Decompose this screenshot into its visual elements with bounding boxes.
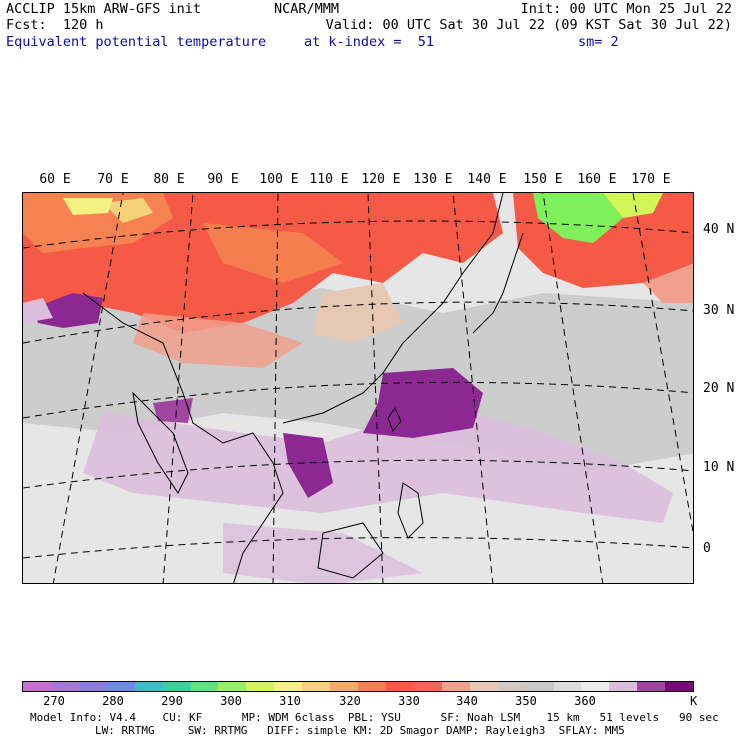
- smoothing-value: sm= 2: [578, 34, 619, 50]
- longitude-label: 100 E: [259, 172, 299, 187]
- colorbar-swatch: [665, 682, 694, 691]
- coastline-india: [132, 391, 189, 494]
- level-index: at k-index = 51: [304, 34, 435, 50]
- colorbar-swatch: [609, 682, 638, 691]
- longitude-label: 130 E: [413, 172, 453, 187]
- longitude-label: 120 E: [361, 172, 401, 187]
- colorbar-swatch: [637, 682, 666, 691]
- colorbar-swatch: [302, 682, 331, 691]
- colorbar-swatch: [23, 682, 51, 691]
- colorbar-swatch: [50, 682, 79, 691]
- colorbar-tick-label: 350: [515, 694, 537, 708]
- latitude-label: 30 N: [703, 303, 735, 318]
- colorbar-unit: K: [690, 694, 698, 708]
- longitude-label: 110 E: [309, 172, 349, 187]
- forecast-hour: Fcst: 120 h: [6, 17, 104, 33]
- coastline-japan: [472, 232, 524, 334]
- longitude-label: 170 E: [631, 172, 671, 187]
- colorbar-swatch: [385, 682, 414, 691]
- colorbar-swatch: [330, 682, 359, 691]
- longitude-label: 90 E: [207, 172, 239, 187]
- coastline-asia: [82, 292, 284, 583]
- colorbar-swatch: [497, 682, 526, 691]
- purple-region-northwest: [33, 293, 103, 328]
- colorbar-swatch: [413, 682, 442, 691]
- longitude-label: 140 E: [467, 172, 507, 187]
- longitude-label: 160 E: [577, 172, 617, 187]
- latitude-label: 40 N: [703, 222, 735, 237]
- model-title: ACCLIP 15km ARW-GFS init: [6, 1, 202, 17]
- colorbar: [22, 681, 694, 692]
- longitude-label: 150 E: [523, 172, 563, 187]
- longitude-label: 80 E: [153, 172, 185, 187]
- colorbar-tick-label: 330: [398, 694, 420, 708]
- latitude-label: 0: [703, 541, 711, 556]
- colorbar-swatch: [134, 682, 163, 691]
- colorbar-swatch: [469, 682, 498, 691]
- colorbar-tick-label: 300: [220, 694, 242, 708]
- colorbar-swatch: [246, 682, 275, 691]
- field-name: Equivalent potential temperature: [6, 34, 267, 50]
- organization-label: NCAR/MMM: [274, 1, 340, 17]
- colorbar-tick-label: 280: [102, 694, 124, 708]
- valid-time: Valid: 00 UTC Sat 30 Jul 22 (09 KST Sat …: [325, 17, 732, 33]
- latitude-label: 10 N: [703, 460, 735, 475]
- coastline-borneo: [317, 522, 384, 579]
- colorbar-tick-label: 310: [279, 694, 301, 708]
- colorbar-tick-label: 320: [339, 694, 361, 708]
- equivalent-potential-temperature-map: [23, 193, 693, 583]
- colorbar-swatch: [358, 682, 386, 691]
- init-time: Init: 00 UTC Mon 25 Jul 22: [520, 1, 732, 17]
- longitude-label: 60 E: [39, 172, 71, 187]
- colorbar-tick-label: 270: [43, 694, 65, 708]
- colorbar-swatch: [78, 682, 107, 691]
- colorbar-tick-label: 360: [574, 694, 596, 708]
- colorbar-swatch: [441, 682, 470, 691]
- colorbar-swatch: [218, 682, 247, 691]
- colorbar-tick-label: 340: [456, 694, 478, 708]
- colorbar-swatch: [274, 682, 303, 691]
- map-panel: [22, 192, 694, 584]
- model-info-line1: Model Info: V4.4 CU: KF MP: WDM 6class P…: [30, 711, 719, 724]
- colorbar-swatch: [525, 682, 554, 691]
- latitude-label: 20 N: [703, 381, 735, 396]
- coastline-taiwan: [387, 407, 402, 432]
- colorbar-swatch: [581, 682, 610, 691]
- colorbar-tick-label: 290: [161, 694, 183, 708]
- longitude-label: 70 E: [97, 172, 129, 187]
- colorbar-swatch: [106, 682, 135, 691]
- colorbar-swatch: [553, 682, 582, 691]
- colorbar-swatch: [162, 682, 191, 691]
- colorbar-swatch: [190, 682, 219, 691]
- coastline-philippines: [397, 482, 424, 539]
- purple-region-philippine-sea: [363, 368, 483, 438]
- model-info-line2: LW: RRTMG SW: RRTMG DIFF: simple KM: 2D …: [95, 724, 625, 737]
